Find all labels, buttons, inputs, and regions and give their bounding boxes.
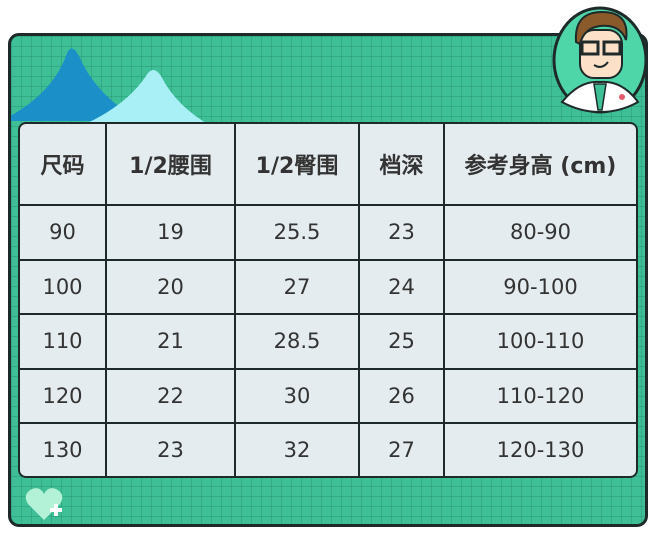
header-rise: 档深	[358, 124, 445, 206]
cell: 120	[20, 367, 107, 425]
cell: 24	[358, 258, 445, 316]
cell: 90	[20, 204, 107, 261]
table-row: 120 22 30 26 110-120	[20, 367, 636, 425]
table-row: 130 23 32 27 120-130	[20, 422, 636, 476]
cell: 20	[105, 258, 236, 316]
cell: 23	[105, 422, 236, 476]
cell: 23	[358, 204, 445, 261]
table-row: 100 20 27 24 90-100	[20, 258, 636, 316]
cell: 26	[358, 367, 445, 425]
cell: 110-120	[443, 367, 636, 425]
cell: 110	[20, 313, 107, 370]
header-height: 参考身高 (cm)	[443, 124, 636, 206]
cell: 19	[105, 204, 236, 261]
heart-plus-icon	[25, 488, 63, 520]
cell: 25.5	[234, 204, 360, 261]
cell: 130	[20, 422, 107, 476]
header-half-waist: 1/2腰围	[105, 124, 236, 206]
decorative-peaks-icon	[11, 48, 211, 126]
cell: 30	[234, 367, 360, 425]
header-size: 尺码	[20, 124, 107, 206]
table-row: 90 19 25.5 23 80-90	[20, 204, 636, 261]
cell: 32	[234, 422, 360, 476]
cell: 90-100	[443, 258, 636, 316]
cell: 100-110	[443, 313, 636, 370]
cell: 100	[20, 258, 107, 316]
cell: 22	[105, 367, 236, 425]
cell: 21	[105, 313, 236, 370]
table-header-row: 尺码 1/2腰围 1/2臀围 档深 参考身高 (cm)	[20, 124, 636, 206]
cell: 27	[358, 422, 445, 476]
cell: 80-90	[443, 204, 636, 261]
table-row: 110 21 28.5 25 100-110	[20, 313, 636, 370]
header-half-hip: 1/2臀围	[234, 124, 360, 206]
cell: 28.5	[234, 313, 360, 370]
cell: 25	[358, 313, 445, 370]
doctor-avatar-icon	[552, 6, 648, 114]
cell: 27	[234, 258, 360, 316]
size-table: 尺码 1/2腰围 1/2臀围 档深 参考身高 (cm) 90 19 25.5 23 80…	[18, 122, 638, 478]
cell: 120-130	[443, 422, 636, 476]
